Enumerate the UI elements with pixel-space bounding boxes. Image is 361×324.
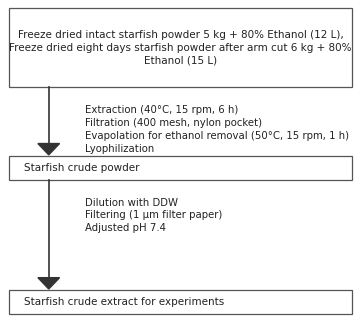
Text: Filtration (400 mesh, nylon pocket): Filtration (400 mesh, nylon pocket) <box>85 118 262 128</box>
Text: Dilution with DDW: Dilution with DDW <box>85 198 178 207</box>
Text: Starfish crude powder: Starfish crude powder <box>25 163 140 173</box>
Text: Freeze dried intact starfish powder 5 kg + 80% Ethanol (12 L),
Freeze dried eigh: Freeze dried intact starfish powder 5 kg… <box>9 29 352 66</box>
Text: Filtering (1 μm filter paper): Filtering (1 μm filter paper) <box>85 211 222 220</box>
FancyBboxPatch shape <box>9 8 352 87</box>
Text: Lyophilization: Lyophilization <box>85 144 154 154</box>
FancyBboxPatch shape <box>9 156 352 180</box>
Text: Extraction (40°C, 15 rpm, 6 h): Extraction (40°C, 15 rpm, 6 h) <box>85 105 238 115</box>
FancyBboxPatch shape <box>9 290 352 314</box>
Text: Evapolation for ethanol removal (50°C, 15 rpm, 1 h): Evapolation for ethanol removal (50°C, 1… <box>85 131 349 141</box>
Text: Adjusted pH 7.4: Adjusted pH 7.4 <box>85 224 166 233</box>
Polygon shape <box>38 144 60 155</box>
Polygon shape <box>38 278 60 289</box>
Text: Starfish crude extract for experiments: Starfish crude extract for experiments <box>25 297 225 307</box>
